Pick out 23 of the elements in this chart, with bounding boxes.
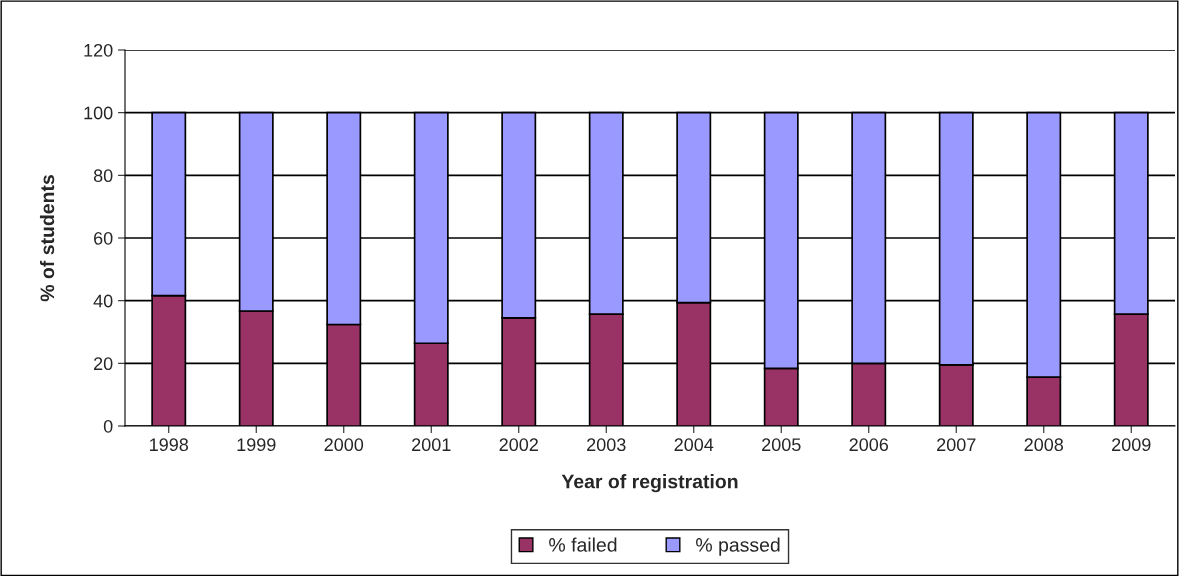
x-axis-title: Year of registration: [561, 474, 738, 493]
y-tick-label: 60: [94, 231, 113, 245]
x-tick-label: 2007: [937, 438, 976, 452]
legend-label: % failed: [549, 537, 617, 552]
x-tick-label: 2005: [762, 438, 801, 452]
y-tick-label: 80: [93, 169, 113, 183]
y-tick-label: 20: [94, 357, 113, 371]
y-tick-label: 100: [84, 106, 113, 120]
x-tick-label: 2008: [1024, 438, 1064, 452]
y-tick-label: 0: [103, 419, 113, 433]
y-axis-title: % of students: [39, 175, 55, 302]
x-tick-label: 1999: [237, 438, 276, 452]
x-tick-label: 2003: [587, 438, 626, 452]
x-tick-label: 2004: [674, 438, 714, 452]
y-tick-label: 40: [93, 294, 113, 308]
y-tick-label: 120: [84, 43, 113, 57]
x-tick-label: 2002: [499, 438, 538, 452]
x-tick-label: 2001: [412, 438, 451, 452]
x-tick-label: 2006: [849, 438, 889, 452]
x-tick-label: 2009: [1112, 438, 1151, 452]
legend-label: % passed: [696, 537, 780, 556]
x-tick-label: 2000: [324, 438, 364, 452]
x-tick-label: 1998: [150, 438, 189, 452]
